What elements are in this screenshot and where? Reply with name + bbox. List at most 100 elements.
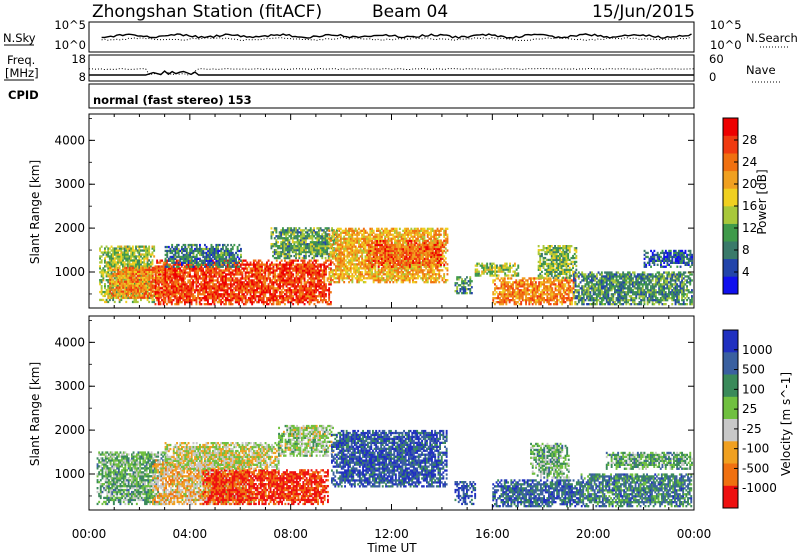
data-cell xyxy=(225,297,227,300)
data-cell xyxy=(377,233,380,236)
data-cell xyxy=(380,231,383,234)
data-cell xyxy=(306,293,309,296)
data-cell xyxy=(262,279,265,282)
data-cell xyxy=(207,295,209,298)
data-cell xyxy=(135,282,138,285)
data-cell xyxy=(356,235,359,238)
data-cell xyxy=(282,285,285,288)
data-cell xyxy=(238,261,240,264)
data-cell xyxy=(313,247,315,250)
data-cell xyxy=(115,288,118,292)
data-cell xyxy=(102,298,105,302)
data-cell xyxy=(292,295,295,298)
data-cell xyxy=(254,297,257,300)
data-cell xyxy=(328,303,331,306)
data-cell xyxy=(343,245,346,248)
data-cell xyxy=(246,301,249,304)
data-cell xyxy=(296,241,299,244)
data-cell xyxy=(182,271,185,274)
data-cell xyxy=(395,227,398,230)
data-cell xyxy=(339,231,342,234)
data-cell xyxy=(282,301,285,304)
data-cell xyxy=(125,276,128,279)
data-cell xyxy=(135,272,138,275)
data-cell xyxy=(338,263,341,266)
data-cell xyxy=(322,250,325,254)
data-cell xyxy=(291,239,294,242)
data-cell xyxy=(203,287,206,290)
data-cell xyxy=(298,295,301,298)
data-cell xyxy=(170,279,173,282)
data-cell xyxy=(300,239,302,242)
data-cell xyxy=(313,254,315,258)
data-cell xyxy=(151,274,154,277)
data-cell xyxy=(145,255,147,258)
data-cell xyxy=(182,281,185,284)
data-cell xyxy=(202,279,204,282)
data-cell xyxy=(264,269,267,272)
data-cell xyxy=(300,277,303,280)
data-cell xyxy=(356,249,359,252)
data-cell xyxy=(122,267,124,270)
data-cell xyxy=(210,243,213,247)
data-cell xyxy=(231,277,234,280)
data-cell xyxy=(127,294,130,297)
data-cell xyxy=(270,245,273,248)
data-cell xyxy=(246,281,249,284)
data-cell xyxy=(182,268,185,271)
data-cell xyxy=(231,261,234,264)
data-cell xyxy=(151,259,154,262)
data-cell xyxy=(230,255,233,259)
data-cell xyxy=(233,261,236,264)
data-cell xyxy=(313,265,316,268)
data-cell xyxy=(322,243,325,246)
data-cell xyxy=(189,265,192,268)
data-cell xyxy=(220,277,222,280)
data-cell xyxy=(102,275,105,278)
data-cell xyxy=(254,283,257,286)
data-cell xyxy=(349,265,352,268)
data-cell xyxy=(293,289,296,292)
data-cell xyxy=(313,279,316,282)
data-cell xyxy=(259,293,262,296)
data-cell xyxy=(249,275,252,278)
cpid-frame xyxy=(88,83,695,109)
data-cell xyxy=(108,285,111,288)
data-cell xyxy=(218,299,221,302)
data-cell xyxy=(298,275,301,278)
data-cell xyxy=(286,239,289,242)
data-cell xyxy=(210,253,213,257)
data-cell xyxy=(261,299,263,302)
data-cell xyxy=(229,289,232,292)
data-cell xyxy=(322,229,325,232)
data-cell xyxy=(107,281,110,284)
data-cell xyxy=(249,267,252,270)
data-cell xyxy=(277,247,279,250)
data-cell xyxy=(229,273,232,276)
data-cell xyxy=(205,267,208,270)
data-cell xyxy=(282,279,285,282)
data-cell xyxy=(130,296,133,299)
data-cell xyxy=(254,269,257,272)
data-cell xyxy=(118,261,121,264)
data-cell xyxy=(128,296,131,299)
data-cell xyxy=(193,281,196,284)
data-cell xyxy=(137,280,139,283)
data-cell xyxy=(99,283,101,286)
data-cell xyxy=(321,301,324,304)
data-cell xyxy=(213,261,216,264)
data-cell xyxy=(293,269,296,272)
data-cell xyxy=(272,297,275,300)
data-cell xyxy=(306,245,309,248)
data-cell xyxy=(182,266,185,269)
data-cell xyxy=(238,295,240,298)
data-cell xyxy=(138,279,141,282)
data-cell xyxy=(285,297,288,300)
data-cell xyxy=(257,263,260,266)
data-cell xyxy=(331,243,334,246)
data-cell xyxy=(107,279,110,282)
data-cell xyxy=(261,281,263,284)
data-cell xyxy=(130,257,133,260)
data-cell xyxy=(141,268,144,271)
data-cell xyxy=(177,263,180,266)
